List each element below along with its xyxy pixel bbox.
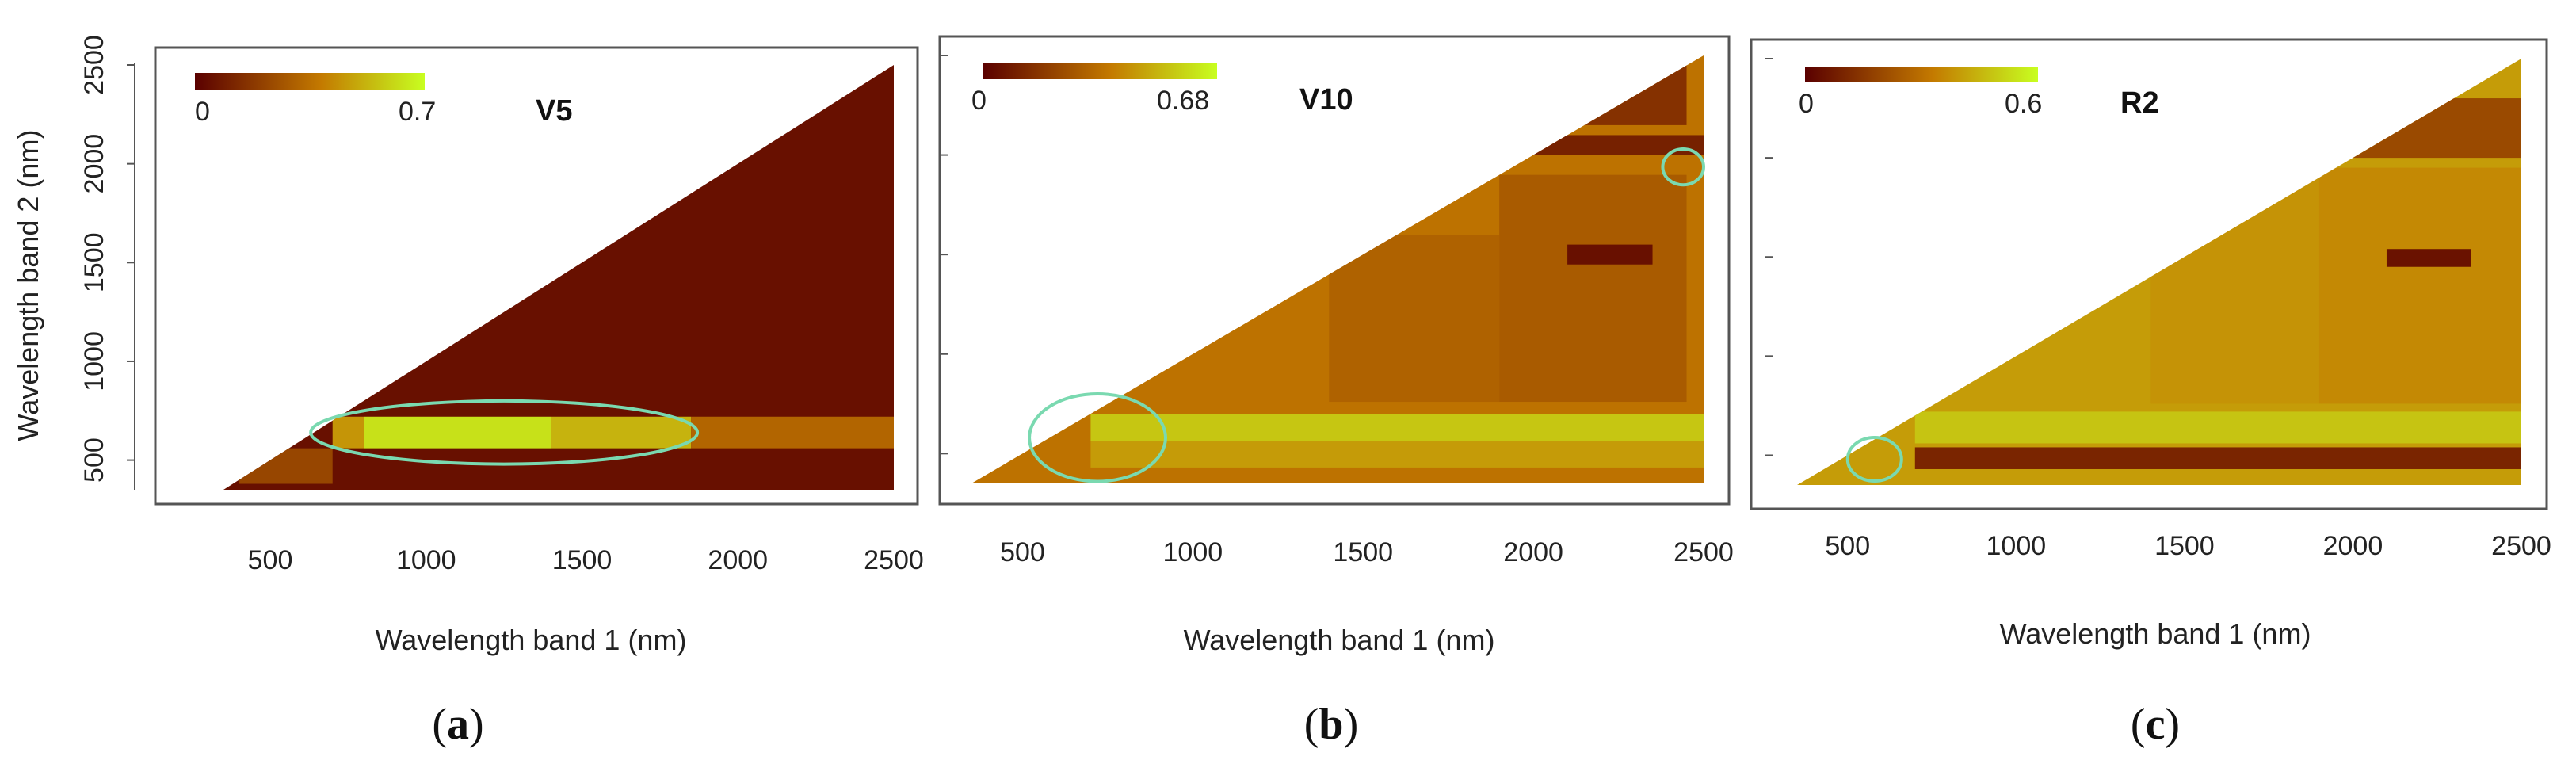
panel-b-x-axis: 500 1000 1500 2000 2500 bbox=[1000, 537, 1734, 567]
panel-a-y-tick-label: 2500 bbox=[79, 35, 109, 95]
panel-a-xlabel: Wavelength band 1 (nm) bbox=[376, 624, 687, 656]
panel-c-heatmap-region bbox=[1914, 411, 2521, 444]
panel-c-x-tick-label: 2000 bbox=[2323, 531, 2383, 561]
panel-b-colorbar bbox=[983, 63, 1217, 79]
panel-b-x-tick-label: 2000 bbox=[1503, 537, 1563, 567]
panel-b-xlabel: Wavelength band 1 (nm) bbox=[1184, 624, 1495, 656]
panel-c-title: R2 bbox=[2120, 86, 2159, 120]
panel-a: 0 0.7 V5 500 1000 1500 2000 2500 500 1000 1500… bbox=[12, 35, 924, 749]
panel-c-heatmap-region bbox=[2318, 167, 2521, 404]
panel-a-heatmap-region bbox=[691, 416, 894, 449]
panel-b-heatmap-region bbox=[1567, 244, 1653, 265]
panel-a-x-tick-label: 2500 bbox=[864, 545, 924, 575]
panel-b-y-ticks bbox=[940, 55, 948, 455]
panel-c-x-axis: 500 1000 1500 2000 2500 bbox=[1825, 531, 2551, 561]
panel-a-label: (a) bbox=[432, 700, 483, 749]
panel-c-highlights bbox=[1845, 435, 1903, 483]
panel-a-highlights bbox=[309, 399, 700, 466]
panel-b-heatmap-region bbox=[1090, 441, 1704, 468]
panel-c-colorbar-max: 0.6 bbox=[2005, 89, 2042, 119]
panel-a-y-tick-label: 1000 bbox=[79, 331, 109, 392]
panel-a-y-tick-label: 500 bbox=[79, 437, 109, 483]
panel-a-y-tick-label: 2000 bbox=[79, 134, 109, 194]
panel-a-colorbar bbox=[195, 73, 425, 90]
panel-b-highlight-ellipse bbox=[1661, 147, 1705, 187]
panel-b-label: (b) bbox=[1304, 700, 1358, 749]
panel-c-heatmap-region bbox=[2386, 249, 2471, 267]
panel-a-x-tick-label: 2000 bbox=[708, 545, 768, 575]
panel-a-title: V5 bbox=[536, 94, 572, 128]
panel-a-colorbar-min: 0 bbox=[195, 97, 210, 127]
panel-a-heatmap-region bbox=[364, 416, 551, 449]
panel-c-x-tick-label: 2500 bbox=[2491, 531, 2551, 561]
panel-a-heatmap-region bbox=[551, 416, 692, 449]
panel-a-ylabel: Wavelength band 2 (nm) bbox=[12, 130, 44, 441]
panel-b-heatmap-region bbox=[1329, 235, 1500, 403]
panel-c-highlight-ellipse bbox=[1845, 435, 1903, 483]
panel-a-heatmap-background bbox=[223, 65, 894, 490]
panel-b-heatmap-region bbox=[1090, 414, 1704, 442]
panel-a-heatmap-region bbox=[332, 416, 364, 449]
panel-b-label-letter: b bbox=[1319, 700, 1343, 749]
panel-a-y-axis: 500 1000 1500 2000 2500 bbox=[79, 35, 135, 490]
panel-c: 0 0.6 R2 500 1000 1500 2000 2500 Wavelength … bbox=[1750, 38, 2551, 749]
panel-b-heatmap bbox=[971, 55, 1704, 483]
panel-c-colorbar bbox=[1805, 67, 2038, 82]
panel-c-xlabel: Wavelength band 1 (nm) bbox=[2000, 617, 2311, 650]
panel-a-x-tick-label: 500 bbox=[248, 545, 293, 575]
panel-c-colorbar-min: 0 bbox=[1799, 89, 1814, 119]
panel-b-heatmap-region bbox=[1499, 174, 1687, 403]
panel-a-x-tick-label: 1500 bbox=[552, 545, 613, 575]
panel-b-title: V10 bbox=[1299, 83, 1353, 117]
panel-c-label: (c) bbox=[2131, 700, 2180, 749]
panel-a-heatmap bbox=[223, 65, 894, 490]
panel-a-label-letter: a bbox=[447, 700, 469, 749]
panel-b-x-tick-label: 1000 bbox=[1163, 537, 1223, 567]
panel-b-colorbar-min: 0 bbox=[971, 86, 987, 116]
panel-a-y-tick-label: 1500 bbox=[79, 232, 109, 292]
panel-a-colorbar-max: 0.7 bbox=[399, 97, 436, 127]
panel-a-x-tick-label: 1000 bbox=[396, 545, 456, 575]
panel-b-highlight-ellipse bbox=[1028, 392, 1167, 483]
panel-c-x-tick-label: 1500 bbox=[2154, 531, 2215, 561]
panel-b-x-tick-label: 2500 bbox=[1673, 537, 1734, 567]
panel-c-x-tick-label: 1000 bbox=[1986, 531, 2047, 561]
panel-b-highlights bbox=[1028, 147, 1705, 483]
panel-a-highlight-ellipse bbox=[309, 399, 700, 466]
panel-c-heatmap-region bbox=[1914, 447, 2521, 469]
panel-a-x-axis: 500 1000 1500 2000 2500 bbox=[248, 545, 924, 575]
panel-c-label-letter: c bbox=[2146, 700, 2166, 749]
panel-b: 0 0.68 V10 500 1000 1500 2000 2500 Wavelengt… bbox=[938, 35, 1734, 749]
panel-b-x-tick-label: 500 bbox=[1000, 537, 1045, 567]
panel-b-x-tick-label: 1500 bbox=[1333, 537, 1393, 567]
panel-c-x-tick-label: 500 bbox=[1825, 531, 1870, 561]
panel-c-y-ticks bbox=[1765, 58, 1773, 456]
panel-b-colorbar-max: 0.68 bbox=[1157, 86, 1209, 116]
